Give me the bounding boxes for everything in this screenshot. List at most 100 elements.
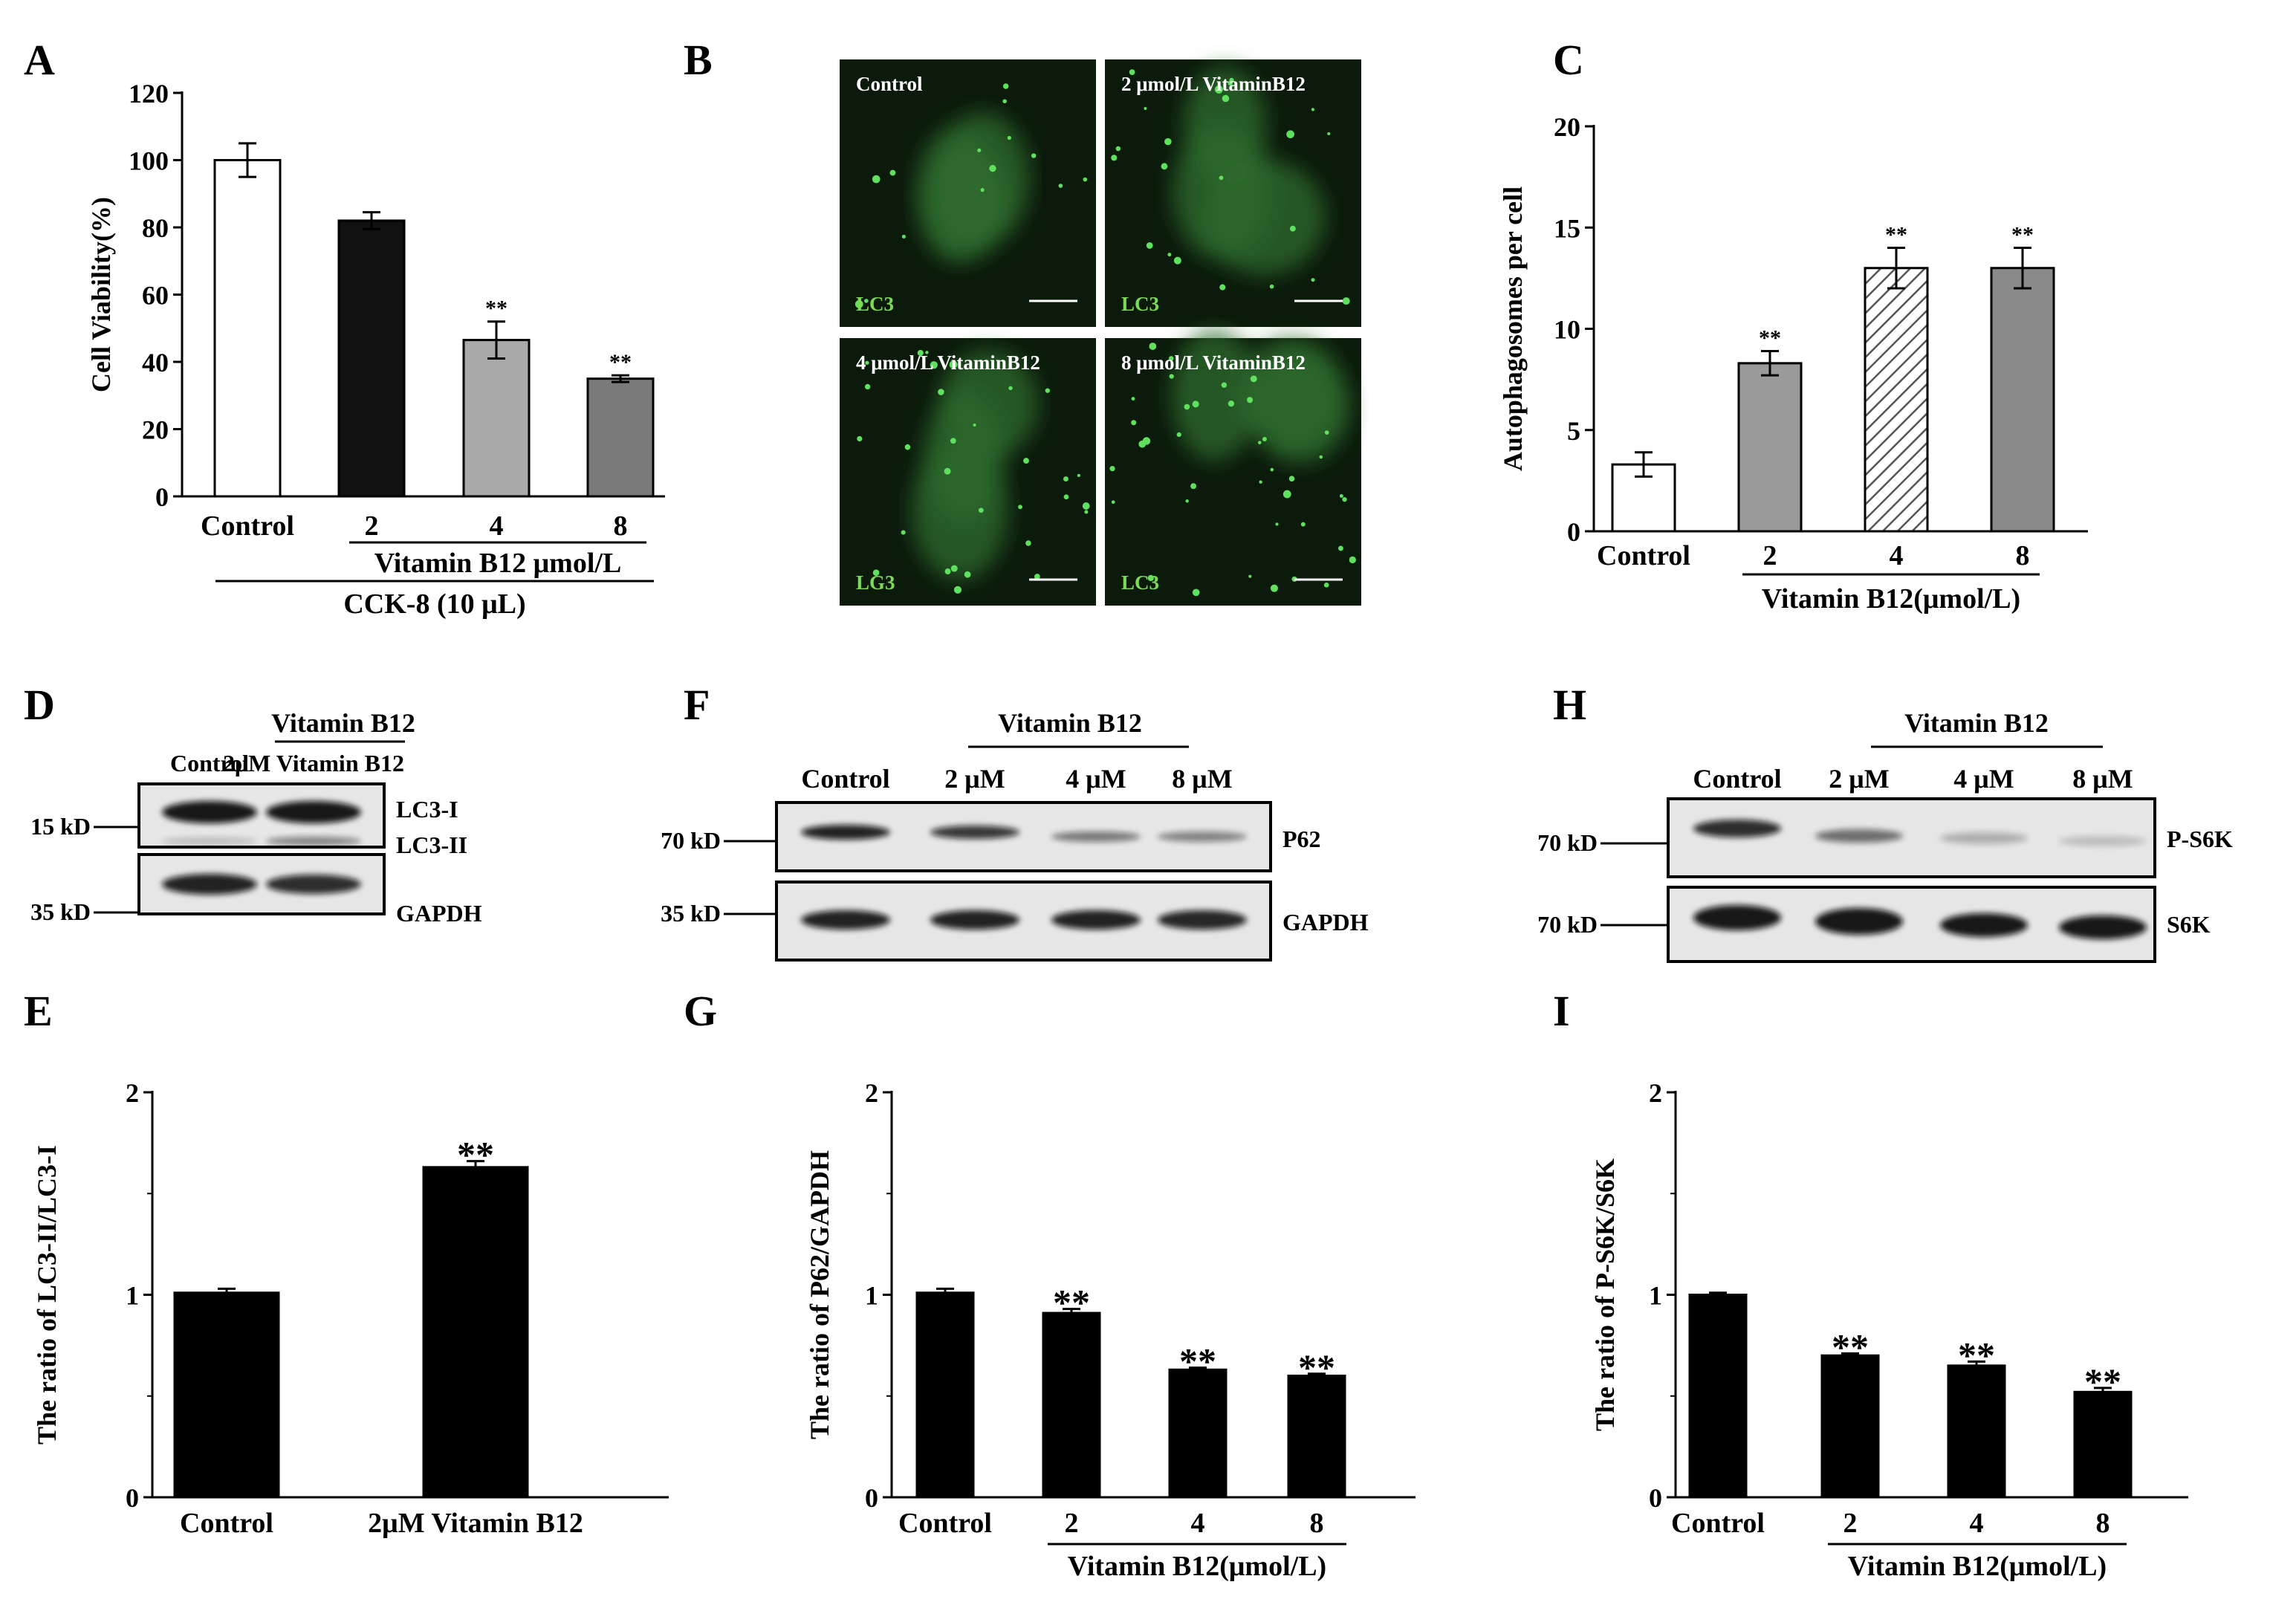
puncta-0-3 [854, 299, 863, 308]
puncta-3-5 [1282, 490, 1291, 499]
puncta-2-22 [901, 530, 906, 535]
western-blot-h: Vitamin B12 Control 2 μM 4 μM 8 μM 70 kD P-S6K… [1537, 708, 2233, 963]
x-category-label-g-2: 4 [1191, 1508, 1205, 1539]
puncta-2-24 [1045, 388, 1051, 393]
puncta-3-26 [1109, 466, 1115, 472]
blot-band-h-1-3 [2059, 915, 2147, 939]
panel-letter-b: B [684, 36, 713, 84]
y-axis-label-a: Cell Viability(%) [86, 197, 116, 392]
y-tick-label-a-5: 100 [129, 146, 169, 176]
puncta-3-0 [1192, 401, 1199, 408]
puncta-3-33 [1185, 499, 1189, 503]
puncta-2-4 [950, 438, 956, 444]
y-tick-label-a-0: 0 [155, 482, 169, 512]
x-category-label-a-2: 4 [490, 510, 504, 542]
puncta-1-13 [1146, 241, 1153, 249]
puncta-1-20 [1164, 137, 1172, 146]
bar-c-3 [1990, 267, 2055, 533]
chart-c-autophagosomes: 0 5 10 15 20 Control ** 2 ** 4 ** 8 Autophagosomes p… [1498, 112, 2088, 615]
bar-i-0 [1688, 1294, 1748, 1499]
blot-lane-label-h-2: 4 μM [1953, 764, 2014, 794]
puncta-1-19 [1228, 80, 1233, 86]
puncta-3-29 [1270, 584, 1278, 592]
blot-lane-label-f-1: 2 μM [944, 764, 1005, 794]
x-category-label-e-1: 2μM Vitamin B12 [368, 1508, 583, 1539]
puncta-2-19 [973, 423, 976, 427]
blot-group-label-d: Vitamin B12 [271, 708, 415, 738]
blot-band2-d-0-0 [162, 837, 257, 845]
micrograph-label-3: LC3 [1121, 571, 1159, 594]
significance-g-2: ** [1179, 1340, 1216, 1382]
puncta-2-26 [864, 383, 871, 390]
micrograph-grid-b: Control LC3 2 μmol/L VitaminB12 LC3 4 μmol/L… [840, 59, 1361, 606]
puncta-3-32 [1248, 574, 1252, 578]
puncta-0-12 [989, 164, 996, 172]
blot-band-h-0-1 [1815, 829, 1903, 843]
blot-protein-label-d-0-1: LC3-II [396, 831, 467, 858]
panel-letter-d: D [24, 681, 55, 729]
significance-g-1: ** [1053, 1282, 1090, 1323]
puncta-2-20 [1077, 473, 1080, 478]
blot-band-h-0-3 [2059, 836, 2147, 846]
blot-marker-f-1: 35 kD [661, 900, 721, 927]
significance-c-2: ** [1885, 223, 1907, 247]
puncta-3-20 [1192, 588, 1200, 597]
puncta-2-8 [953, 586, 962, 594]
blot-lane-label-f-0: Control [801, 764, 889, 794]
blot-lane-label-f-3: 8 μM [1172, 764, 1232, 794]
blot-protein-label-d-0-0: LC3-I [396, 796, 458, 823]
x-category-label-e-0: Control [180, 1508, 273, 1539]
micrograph-cells-3 [1170, 329, 1350, 464]
puncta-3-3 [1338, 545, 1343, 551]
x-category-label-i-3: 8 [2096, 1508, 2110, 1539]
puncta-2-25 [944, 568, 951, 574]
significance-a-3: ** [609, 350, 632, 374]
puncta-2-16 [857, 435, 863, 442]
panel-letter-c: C [1553, 36, 1584, 84]
puncta-3-35 [1339, 494, 1343, 499]
blot-band-h-0-2 [1940, 832, 2028, 844]
x-category-label-a-1: 2 [365, 510, 379, 542]
blot-protein-label-f-0-0: P62 [1282, 826, 1321, 852]
bar-g-2 [1168, 1368, 1228, 1499]
bar-c-1 [1737, 362, 1803, 533]
x-category-label-a-0: Control [201, 510, 294, 542]
chart-a-cell-viability: 0 20 40 60 80 100 120 Control 2 ** 4 ** 8 Cell Viabil… [86, 79, 665, 620]
puncta-3-36 [1275, 522, 1279, 526]
blot-band-f-0-3 [1158, 831, 1247, 842]
puncta-1-8 [1111, 155, 1118, 161]
puncta-3-30 [1149, 343, 1157, 350]
puncta-1-2 [1173, 256, 1181, 265]
blot-lane-label-h-0: Control [1693, 764, 1781, 794]
x-category-label-i-2: 4 [1970, 1508, 1984, 1539]
micrograph-cells-0 [915, 111, 1031, 263]
puncta-2-1 [930, 361, 938, 369]
puncta-3-8 [1300, 522, 1306, 527]
cell-1-2 [1172, 125, 1274, 261]
puncta-0-10 [864, 299, 869, 303]
micrograph-title-3: 8 μmol/L VitaminB12 [1121, 351, 1306, 374]
y-axis-label-e: The ratio of LC3-II/LC3-I [32, 1145, 62, 1444]
significance-i-1: ** [1832, 1326, 1869, 1368]
puncta-2-6 [872, 569, 880, 576]
puncta-2-9 [944, 467, 951, 475]
blot-lane-label-h-1: 2 μM [1829, 764, 1889, 794]
micrograph-cells-2 [911, 350, 1039, 580]
blot-band-d-0-1 [266, 801, 361, 823]
micrograph-title-1: 2 μmol/L VitaminB12 [1121, 73, 1306, 95]
puncta-3-27 [1111, 500, 1115, 505]
micrograph-label-0: LC3 [856, 293, 894, 315]
cell-3-2 [1239, 337, 1345, 453]
puncta-2-14 [1025, 540, 1031, 546]
group-label-a: Vitamin B12 μmol/L [374, 548, 622, 579]
y-tick-label-c-3: 15 [1554, 213, 1580, 243]
puncta-3-18 [1324, 430, 1329, 435]
blot-marker-h-0: 70 kD [1537, 829, 1598, 856]
blot-band-h-1-2 [1940, 913, 2028, 937]
puncta-1-1 [1167, 253, 1172, 257]
puncta-1-9 [1214, 85, 1223, 94]
puncta-1-0 [1219, 175, 1224, 181]
y-tick-label-e-1: 1 [126, 1281, 139, 1311]
y-tick-label-g-2: 2 [865, 1078, 878, 1108]
